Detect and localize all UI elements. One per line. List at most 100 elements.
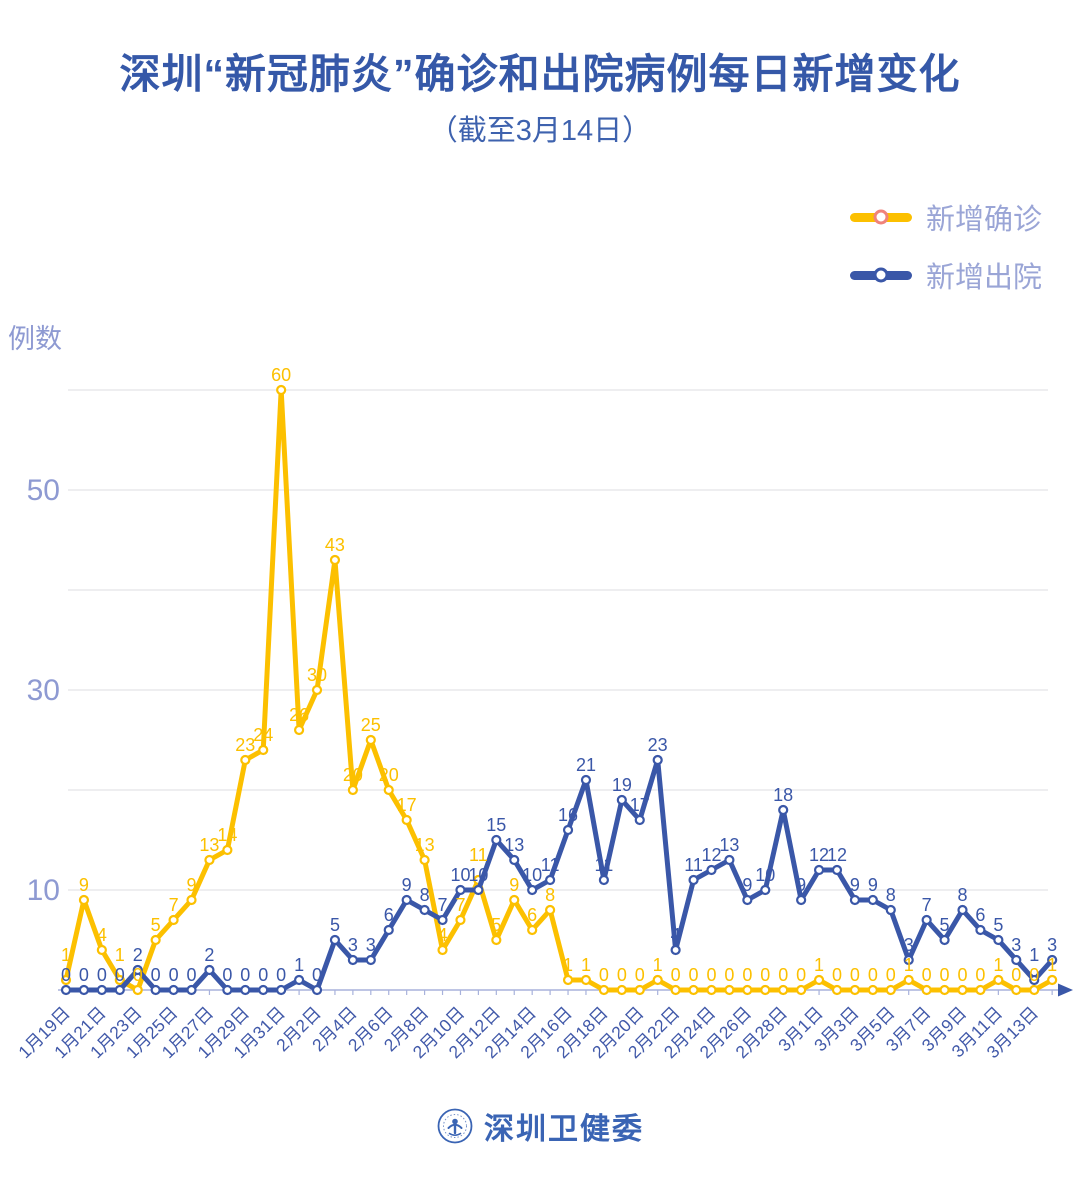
value-label: 1	[814, 955, 824, 975]
value-label: 12	[827, 845, 847, 865]
y-tick-label: 30	[27, 674, 60, 707]
y-tick-label: 50	[27, 474, 60, 507]
confirmed-line-swatch	[849, 209, 912, 225]
value-label: 0	[635, 965, 645, 985]
value-label: 15	[486, 815, 506, 835]
value-label: 8	[420, 885, 430, 905]
value-label: 1	[653, 955, 663, 975]
value-label: 0	[151, 965, 161, 985]
value-label: 9	[796, 875, 806, 895]
value-label: 7	[922, 895, 932, 915]
footer-logo: 深圳卫健委	[0, 1104, 1080, 1148]
daily-cases-line-chart: 503010例数1月19日1月21日1月23日1月25日1月27日1月29日1月…	[8, 324, 1073, 1062]
value-label: 9	[850, 875, 860, 895]
value-label: 1	[993, 955, 1003, 975]
value-label: 1	[904, 955, 914, 975]
value-label: 13	[504, 835, 524, 855]
value-label: 0	[617, 965, 627, 985]
value-label: 9	[509, 875, 519, 895]
value-label: 0	[886, 965, 896, 985]
page-title: 深圳“新冠肺炎”确诊和出院病例每日新增变化	[119, 51, 961, 97]
value-label: 0	[689, 965, 699, 985]
value-label: 4	[97, 925, 107, 945]
series-confirmed-labels: 1941057913142324602630432025201713471159…	[61, 365, 1057, 985]
legend-label-new-confirmed: 新增确诊	[925, 204, 1042, 236]
value-label: 0	[312, 965, 322, 985]
value-label: 1	[294, 955, 304, 975]
value-label: 1	[563, 955, 573, 975]
value-label: 8	[545, 885, 555, 905]
value-label: 13	[199, 835, 219, 855]
value-label: 0	[97, 965, 107, 985]
discharged-marker-icon	[873, 267, 889, 283]
value-label: 1	[1047, 955, 1057, 975]
value-label: 0	[940, 965, 950, 985]
confirmed-marker-icon	[873, 209, 889, 225]
value-label: 9	[742, 875, 752, 895]
value-label: 11	[595, 855, 614, 875]
legend-item-new-confirmed[interactable]: 新增确诊	[849, 196, 1042, 238]
value-label: 20	[379, 765, 399, 785]
value-label: 0	[832, 965, 842, 985]
value-label: 14	[217, 825, 237, 845]
value-label: 0	[850, 965, 860, 985]
value-label: 5	[993, 915, 1003, 935]
value-label: 0	[169, 965, 179, 985]
value-label: 3	[1047, 935, 1057, 955]
series-discharged-labels: 0 0 0 020 0 020 0 0 0 1 053 369 8 7101015131011162111…	[61, 735, 1057, 985]
value-label: 5	[330, 915, 340, 935]
value-label: 20	[343, 765, 363, 785]
value-label: 5	[940, 915, 950, 935]
value-label: 9	[402, 875, 412, 895]
y-tick-label: 10	[27, 874, 60, 907]
value-label: 7	[455, 895, 465, 915]
value-label: 0	[240, 965, 250, 985]
footer-logo-text: 深圳卫健委	[484, 1113, 644, 1146]
value-label: 0	[599, 965, 609, 985]
value-label: 43	[325, 535, 345, 555]
value-label: 0	[796, 965, 806, 985]
value-label: 0	[760, 965, 770, 985]
value-label: 0	[957, 965, 967, 985]
value-label: 19	[612, 775, 632, 795]
value-label: 0	[222, 965, 232, 985]
value-label: 1	[115, 945, 125, 965]
value-label: 30	[307, 665, 327, 685]
value-label: 0	[133, 965, 143, 985]
value-label: 0	[742, 965, 752, 985]
value-label: 17	[630, 795, 650, 815]
value-label: 26	[289, 705, 309, 725]
value-label: 0	[1029, 965, 1039, 985]
value-label: 8	[886, 885, 896, 905]
value-label: 9	[79, 875, 89, 895]
value-label: 25	[361, 715, 381, 735]
legend-label-new-discharged: 新增出院	[925, 262, 1042, 294]
value-label: 0	[922, 965, 932, 985]
value-label: 0	[671, 965, 681, 985]
health-commission-logo-icon	[437, 1108, 473, 1144]
legend-item-new-discharged[interactable]: 新增出院	[849, 254, 1042, 296]
value-label: 2	[204, 945, 214, 965]
x-axis-arrow-icon	[1058, 983, 1073, 997]
value-label: 0	[975, 965, 985, 985]
value-label: 3	[904, 935, 914, 955]
series-confirmed	[60, 384, 1058, 996]
value-label: 0	[61, 965, 71, 985]
value-label: 13	[719, 835, 739, 855]
value-label: 12	[701, 845, 721, 865]
value-label: 23	[648, 735, 668, 755]
x-axis: 1月19日1月21日1月23日1月25日1月27日1月29日1月31日2月2日2…	[14, 983, 1073, 1062]
value-label: 10	[522, 865, 542, 885]
value-label: 23	[235, 735, 255, 755]
y-axis: 50 30 10 例数	[8, 324, 62, 907]
value-label: 8	[957, 885, 967, 905]
value-label: 24	[253, 725, 273, 745]
value-label: 3	[366, 935, 376, 955]
value-label: 0	[187, 965, 197, 985]
value-label: 10	[755, 865, 775, 885]
gridlines	[68, 389, 1048, 891]
value-label: 5	[491, 915, 501, 935]
value-label: 10	[468, 865, 488, 885]
value-label: 2	[133, 945, 143, 965]
value-label: 4	[438, 925, 448, 945]
